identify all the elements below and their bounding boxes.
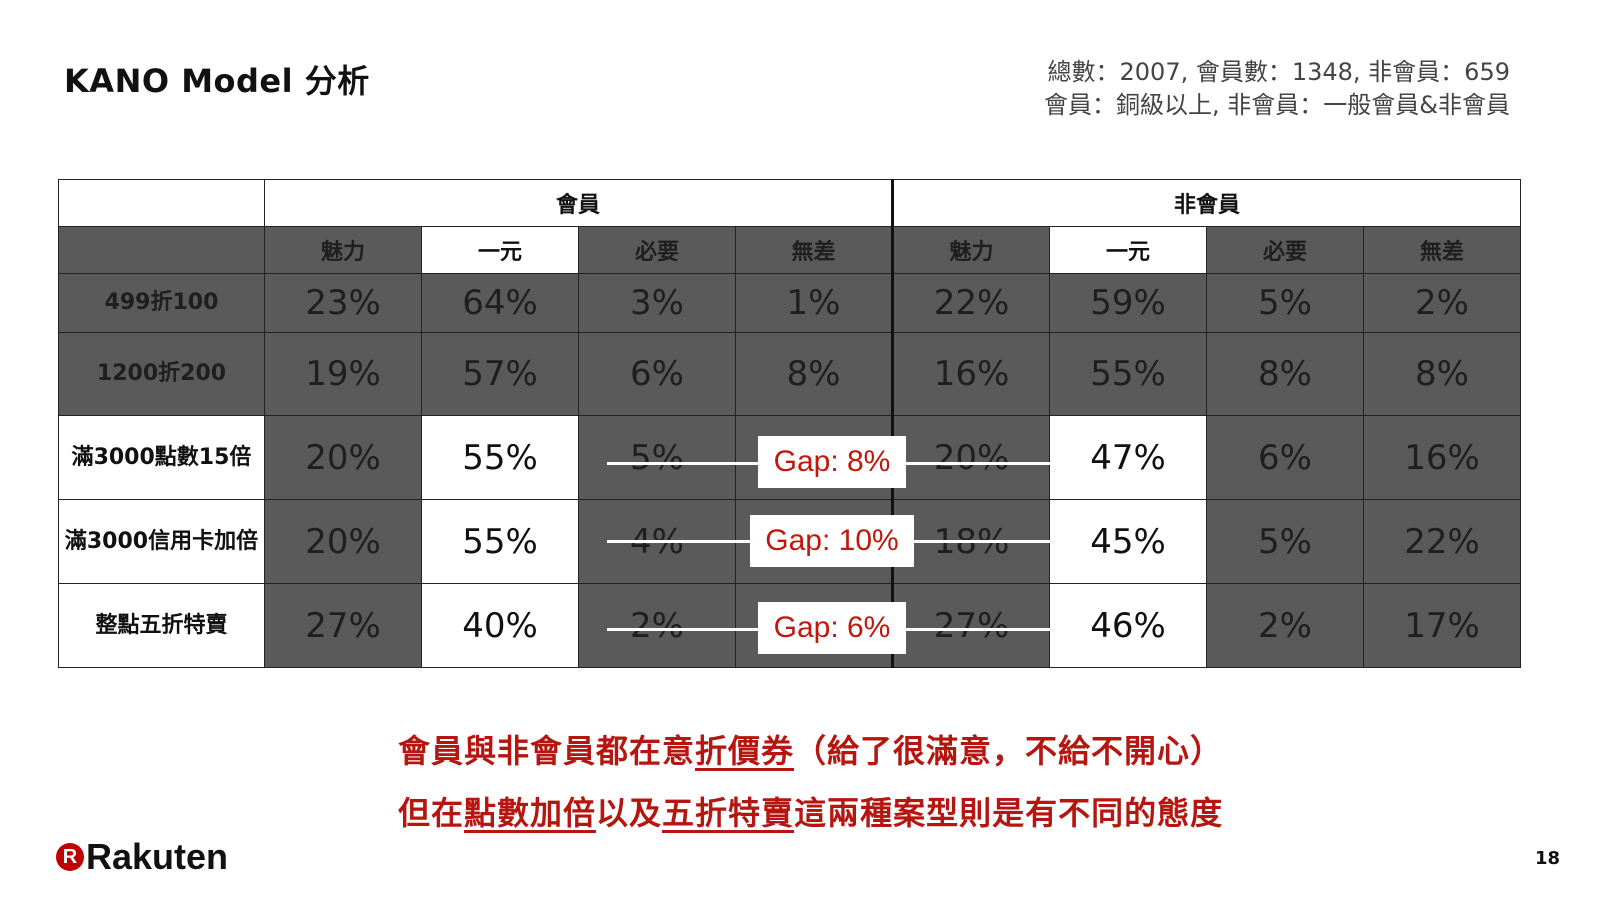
value-cell: 40% bbox=[421, 583, 579, 668]
row-label: 滿3000信用卡加倍 bbox=[58, 499, 265, 584]
conclusion-line-2: 但在點數加倍以及五折特賣這兩種案型則是有不同的態度 bbox=[398, 788, 1298, 834]
value-cell: 1% bbox=[735, 273, 894, 333]
table-row: 滿3000點數15倍 20% 55% 5% 20% 47% 6% 16% bbox=[58, 415, 1521, 500]
subheader-cell: 魅力 bbox=[264, 226, 422, 274]
value-cell: 55% bbox=[1049, 332, 1207, 416]
slide-title: KANO Model 分析 bbox=[64, 62, 370, 100]
value-cell: 5% bbox=[578, 415, 736, 500]
value-cell: 4% bbox=[578, 499, 736, 584]
value-cell: 27% bbox=[264, 583, 422, 668]
table-row: 499折100 23% 64% 3% 1% 22% 59% 5% 2% bbox=[58, 273, 1521, 333]
corner-cell bbox=[58, 179, 265, 227]
conclusion-text: 以及 bbox=[596, 794, 663, 832]
value-cell: 55% bbox=[421, 415, 579, 500]
conclusion-highlight: 點數加倍 bbox=[464, 794, 597, 832]
value-cell: 16% bbox=[892, 332, 1050, 416]
value-cell: 8% bbox=[735, 332, 894, 416]
subheader-cell: 一元 bbox=[1049, 226, 1207, 274]
table-row: 整點五折特賣 27% 40% 2% 27% 46% 2% 17% bbox=[58, 583, 1521, 668]
row-label: 滿3000點數15倍 bbox=[58, 415, 265, 500]
subheader-cell: 魅力 bbox=[892, 226, 1050, 274]
sample-info: 總數：2007, 會員數：1348, 非會員：659 會員：銅級以上, 非會員：… bbox=[1044, 56, 1510, 122]
value-cell: 19% bbox=[264, 332, 422, 416]
brand-name: Rakuten bbox=[86, 836, 229, 877]
value-cell: 2% bbox=[1363, 273, 1521, 333]
value-cell bbox=[735, 499, 894, 584]
group-header-nonmember: 非會員 bbox=[892, 179, 1521, 227]
value-cell: 20% bbox=[264, 499, 422, 584]
value-cell: 6% bbox=[1206, 415, 1364, 500]
value-cell: 5% bbox=[1206, 273, 1364, 333]
value-cell: 46% bbox=[1049, 583, 1207, 668]
conclusion-text: 這兩種案型則是有不同的態度 bbox=[794, 794, 1224, 832]
value-cell: 6% bbox=[578, 332, 736, 416]
value-cell: 3% bbox=[578, 273, 736, 333]
value-cell: 47% bbox=[1049, 415, 1207, 500]
subheader-cell: 無差 bbox=[1363, 226, 1521, 274]
value-cell: 57% bbox=[421, 332, 579, 416]
value-cell: 2% bbox=[578, 583, 736, 668]
group-header-member: 會員 bbox=[264, 179, 894, 227]
rakuten-logo: R Rakuten bbox=[56, 836, 228, 878]
value-cell: 59% bbox=[1049, 273, 1207, 333]
value-cell: 8% bbox=[1363, 332, 1521, 416]
value-cell: 16% bbox=[1363, 415, 1521, 500]
conclusion-highlight: 五折特賣 bbox=[662, 794, 795, 832]
conclusion-text: 會員與非會員都在意 bbox=[398, 732, 696, 770]
table-row: 滿3000信用卡加倍 20% 55% 4% 18% 45% 5% 22% bbox=[58, 499, 1521, 584]
sample-info-line2: 會員：銅級以上, 非會員：一般會員&非會員 bbox=[1044, 91, 1510, 119]
value-cell: 45% bbox=[1049, 499, 1207, 584]
conclusion-line-1: 會員與非會員都在意折價券（給了很滿意，不給不開心） bbox=[398, 726, 1298, 772]
value-cell: 22% bbox=[892, 273, 1050, 333]
value-cell: 5% bbox=[1206, 499, 1364, 584]
subheader-cell: 必要 bbox=[1206, 226, 1364, 274]
rakuten-r-icon: R bbox=[56, 843, 84, 871]
value-cell: 27% bbox=[892, 583, 1050, 668]
value-cell: 55% bbox=[421, 499, 579, 584]
sample-info-line1: 總數：2007, 會員數：1348, 非會員：659 bbox=[1047, 58, 1510, 86]
row-label: 499折100 bbox=[58, 273, 265, 333]
value-cell: 23% bbox=[264, 273, 422, 333]
value-cell: 20% bbox=[264, 415, 422, 500]
conclusion-text: （給了很滿意，不給不開心） bbox=[794, 732, 1224, 770]
value-cell: 22% bbox=[1363, 499, 1521, 584]
value-cell: 17% bbox=[1363, 583, 1521, 668]
value-cell bbox=[735, 583, 894, 668]
value-cell: 18% bbox=[892, 499, 1050, 584]
value-cell bbox=[735, 415, 894, 500]
table-row: 1200折200 19% 57% 6% 8% 16% 55% 8% 8% bbox=[58, 332, 1521, 416]
value-cell: 64% bbox=[421, 273, 579, 333]
value-cell: 20% bbox=[892, 415, 1050, 500]
conclusion-text: 但在 bbox=[398, 794, 465, 832]
row-label: 整點五折特賣 bbox=[58, 583, 265, 668]
subheader-corner bbox=[58, 226, 265, 274]
page-number: 18 bbox=[1534, 848, 1560, 869]
conclusion-highlight: 折價券 bbox=[695, 732, 795, 770]
subheader-cell: 一元 bbox=[421, 226, 579, 274]
subheader-cell: 必要 bbox=[578, 226, 736, 274]
subheader-cell: 無差 bbox=[735, 226, 894, 274]
row-label: 1200折200 bbox=[58, 332, 265, 416]
kano-table: 會員 非會員 魅力 一元 必要 無差 魅力 一元 必要 無差 499折100 2… bbox=[58, 179, 1521, 668]
value-cell: 8% bbox=[1206, 332, 1364, 416]
value-cell: 2% bbox=[1206, 583, 1364, 668]
